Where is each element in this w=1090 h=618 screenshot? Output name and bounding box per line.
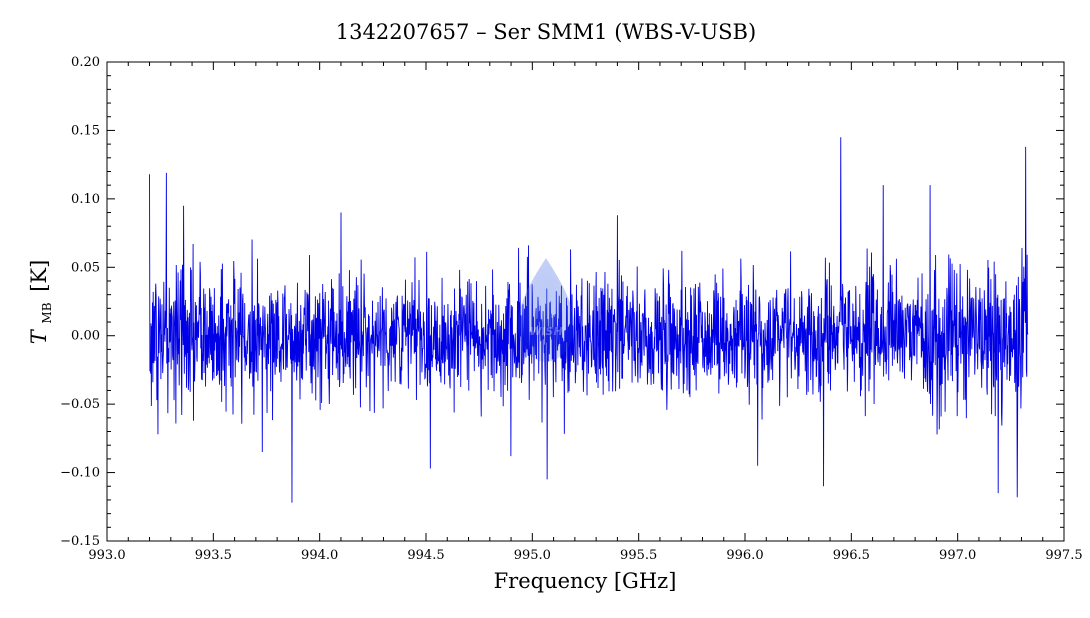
y-axis-title-subscript: MB [40, 302, 54, 323]
y-tick-label: 0.05 [71, 260, 100, 275]
x-tick-label: 994.5 [407, 548, 444, 563]
watermark-label: WISH [529, 325, 562, 338]
y-tick-label: −0.15 [60, 534, 100, 549]
x-tick-label: 993.0 [88, 548, 125, 563]
series-group [149, 137, 1029, 503]
x-tick-label: 996.5 [833, 548, 870, 563]
x-tick-label: 993.5 [195, 548, 232, 563]
spectrum-line [149, 137, 1029, 503]
x-tick-label: 997.0 [939, 548, 976, 563]
x-tick-label: 995.0 [514, 548, 551, 563]
y-tick-label: 0.20 [71, 55, 100, 70]
y-axis: −0.15 −0.10 −0.05 0.00 0.05 0.10 0.15 0.20 [60, 55, 1064, 549]
chart-title: 1342207657 – Ser SMM1 (WBS-V-USB) [336, 20, 756, 44]
plot-area: WISH [106, 61, 1065, 542]
x-tick-label: 994.0 [301, 548, 338, 563]
y-tick-label: 0.15 [71, 123, 100, 138]
x-tick-label: 995.5 [620, 548, 657, 563]
wish-watermark: WISH [517, 258, 575, 362]
x-axis-title: Frequency [GHz] [494, 569, 677, 593]
y-axis-title-symbol: T [27, 328, 51, 344]
x-axis: 993.0 993.5 994.0 994.5 995.0 995.5 996.0 996.5… [88, 62, 1083, 563]
x-tick-label: 996.0 [726, 548, 763, 563]
y-axis-title: T MB [K] [27, 260, 56, 345]
watermark-drop-shape [517, 258, 575, 362]
plot-frame [106, 61, 1065, 542]
y-tick-label: −0.10 [60, 466, 100, 481]
y-tick-label: −0.05 [60, 397, 100, 412]
x-tick-label: 997.5 [1045, 548, 1082, 563]
y-axis-title-unit: [K] [27, 260, 51, 292]
y-tick-label: 0.00 [71, 329, 100, 344]
y-tick-label: 0.10 [71, 192, 100, 207]
